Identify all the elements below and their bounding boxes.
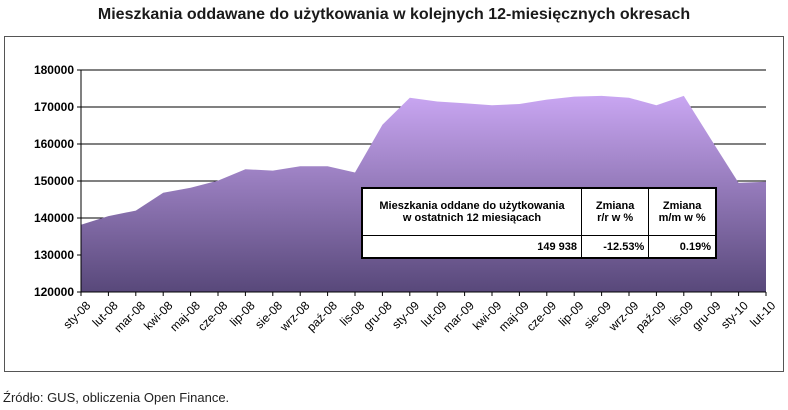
header-line: Zmiana (595, 200, 635, 212)
y-axis-ticks: 120000 130000 140000 150000 160000 170000 1800… (34, 63, 74, 299)
x-tick-label: wrz-09 (605, 298, 641, 334)
table-header-yoy: Zmiana r/r w % (580, 187, 650, 236)
x-tick-label: wrz-08 (276, 298, 312, 334)
y-tick-label: 150000 (34, 174, 74, 188)
x-tick-label: cze-09 (524, 298, 560, 334)
x-tick-label: lut-10 (747, 298, 778, 329)
chart-title: Mieszkania oddawane do użytkowania w kol… (97, 6, 691, 23)
header-line: m/m w % (658, 212, 706, 224)
y-tick-label: 140000 (34, 211, 74, 225)
x-tick-label: sty-10 (718, 298, 751, 331)
x-tick-label: mar-09 (440, 298, 477, 335)
table-header-count: Mieszkania oddane do użytkowania w ostat… (361, 187, 582, 236)
x-tick-label: sty-09 (389, 298, 422, 331)
source-note: Źródło: GUS, obliczenia Open Finance. (3, 390, 230, 405)
y-tick-label: 170000 (34, 100, 74, 114)
y-tick-label: 180000 (34, 63, 74, 77)
x-axis-ticks: sty-08lut-08mar-08kwi-08maj-08cze-08lip-… (60, 298, 778, 335)
x-tick-label: lip-08 (227, 298, 258, 329)
x-tick-label: gru-09 (689, 298, 724, 333)
axes (77, 69, 767, 296)
header-line: Zmiana (662, 200, 702, 212)
x-tick-label: sty-08 (60, 298, 93, 331)
header-line: Mieszkania oddane do użytkowania (379, 200, 565, 212)
y-tick-label: 130000 (34, 248, 74, 262)
x-tick-label: lip-09 (556, 298, 587, 329)
header-line: w ostatnich 12 miesiącach (402, 212, 542, 224)
summary-table: Mieszkania oddane do użytkowania w ostat… (361, 187, 717, 259)
table-value-mom: 0.19% (648, 235, 717, 259)
y-tick-label: 160000 (34, 137, 74, 151)
x-tick-label: mar-08 (111, 298, 148, 335)
table-header-mom: Zmiana m/m w % (648, 187, 717, 236)
x-tick-label: maj-09 (496, 298, 532, 334)
table-value-count: 149 938 (361, 235, 582, 259)
x-tick-label: maj-08 (167, 298, 203, 334)
x-tick-label: paź-08 (304, 298, 340, 334)
header-line: r/r w % (597, 212, 634, 224)
y-tick-label: 120000 (34, 285, 74, 299)
x-tick-label: cze-08 (195, 298, 231, 334)
x-tick-label: gru-08 (360, 298, 395, 333)
table-value-yoy: -12.53% (580, 235, 650, 259)
x-tick-label: paź-09 (633, 298, 669, 334)
